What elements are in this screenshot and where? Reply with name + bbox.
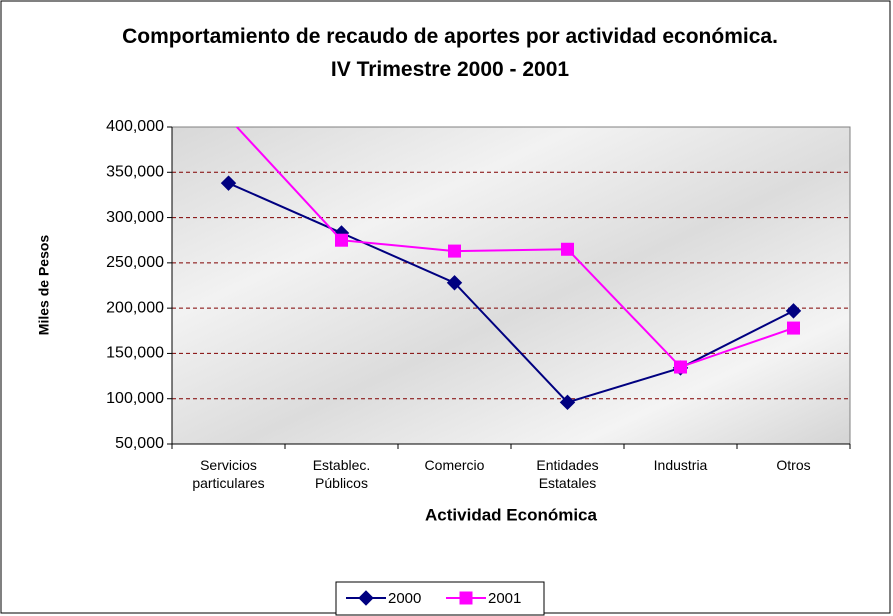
marker	[674, 360, 687, 374]
legend-label: 2000	[388, 590, 421, 607]
chart-title: Comportamiento de recaudo de aportes por…	[122, 25, 778, 81]
x-tick-label: Otros	[776, 457, 810, 473]
legend-label: 2001	[488, 590, 521, 607]
x-axis-title: Actividad Económica	[425, 505, 597, 524]
marker	[785, 303, 802, 319]
y-axis-title: Miles de Pesos	[36, 235, 52, 336]
x-tick-label: Establec. Públicos	[313, 457, 371, 491]
marker	[220, 175, 237, 191]
marker	[358, 590, 374, 606]
y-tick-label: 300,000	[106, 209, 164, 226]
marker	[787, 321, 800, 335]
marker	[446, 275, 463, 291]
x-tick-label: Entidades Estatales	[536, 457, 598, 491]
x-tick-label: Industria	[654, 457, 708, 473]
y-tick-label: 100,000	[106, 390, 164, 407]
y-tick-label: 350,000	[106, 164, 164, 181]
x-tick-label: Comercio	[425, 457, 485, 473]
marker	[448, 244, 461, 258]
y-tick-label: 150,000	[106, 345, 164, 362]
series-line	[235, 127, 794, 369]
x-tick-label: Servicios particulares	[192, 457, 264, 491]
marker	[561, 242, 574, 256]
marker	[559, 394, 576, 411]
y-tick-label: 200,000	[106, 299, 164, 316]
y-tick-label: 250,000	[106, 254, 164, 271]
marker	[335, 233, 348, 247]
y-tick-label: 50,000	[115, 435, 164, 452]
y-tick-label: 400,000	[106, 118, 164, 135]
series-line	[228, 182, 794, 404]
series-group	[220, 127, 802, 411]
plot-area	[171, 126, 851, 445]
marker	[459, 591, 473, 605]
